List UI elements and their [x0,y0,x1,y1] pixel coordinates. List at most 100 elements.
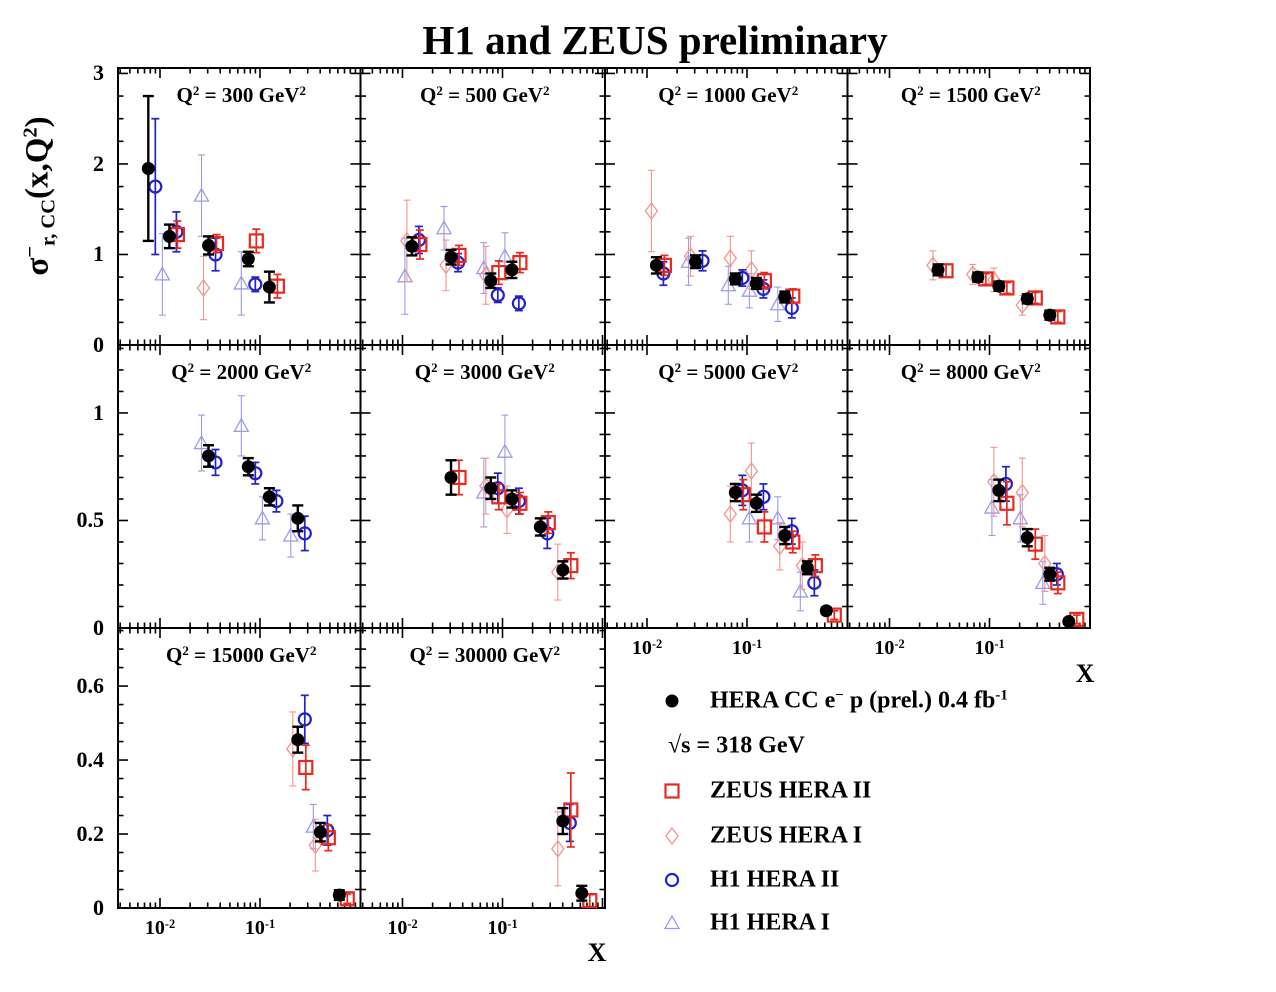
series-hera-q2-500 [405,236,519,290]
data-point [405,239,419,253]
x-axis-label: X [1075,659,1095,688]
data-point [435,219,453,235]
data-point [1062,615,1076,629]
data-point [744,461,759,481]
series-h1_hera_2-q2-1000 [656,250,799,319]
x-tick-label: 10-2 [144,916,176,939]
x-axis-label: X [587,938,607,967]
data-point [484,481,498,495]
data-point [819,604,833,618]
data-point [778,290,792,304]
data-point [1012,509,1029,525]
legend-item-label: HERA CC e− p (prel.) 0.4 fb-1 [710,687,1008,714]
data-point [305,818,322,833]
data-point [444,250,458,264]
panel-label-q2-2000: Q2 = 2000 GeV2 [171,360,312,384]
data-point [505,492,519,506]
open-triangle-icon [663,914,681,930]
x-tick-label: 10-1 [731,636,763,659]
data-point [983,499,1001,514]
data-point [723,504,738,524]
data-point [728,486,742,500]
panel-q2-15000 [117,627,362,909]
data-point [444,470,458,484]
series-hera-q2-15000 [291,725,346,902]
data-point [313,825,327,839]
data-point [511,296,526,311]
series-h1_hera_1-q2-3000 [475,414,514,528]
panel-q2-300 [117,67,362,346]
series-zeus_hera_2-q2-30000 [563,772,598,909]
data-point [551,839,565,858]
series-zeus_hera_1-q2-15000 [285,711,323,872]
data-point [291,511,305,525]
y-tick-label: 0.6 [76,673,105,699]
data-point [248,233,264,249]
data-point [741,509,758,525]
data-point [262,280,276,294]
open-square-icon [664,783,680,799]
series-h1_hera_2-q2-2000 [208,448,312,552]
series-zeus_hera_1-q2-300 [196,255,211,321]
data-point [778,529,792,543]
series-hera-q2-1000 [649,254,792,304]
legend-marker-zeus_hera_2 [664,783,680,799]
panel-label-q2-1000: Q2 = 1000 GeV2 [658,83,799,107]
data-point [298,759,314,776]
panel-label-q2-3000: Q2 = 3000 GeV2 [414,360,555,384]
panel-q2-2000 [117,344,362,629]
panel-q2-1000 [604,67,849,346]
series-h1_hera_1-q2-8000 [983,479,1051,605]
x-tick-label: 10-2 [631,636,663,659]
data-point [556,563,570,577]
data-point [193,434,210,450]
series-zeus_hera_1-q2-8000 [987,446,1052,592]
legend-item-label: √s = 318 GeV [668,732,805,759]
data-point [196,278,211,298]
series-h1_hera_1-q2-2000 [193,395,299,558]
legend-item-label: ZEUS HERA I [710,822,863,849]
x-tick-label: 10-1 [974,636,1005,659]
panel-label-q2-15000: Q2 = 15000 GeV2 [166,643,317,667]
legend-marker-h1_hera_1 [663,914,681,930]
legend-item-label: H1 HERA I [710,909,831,936]
y-tick-label: 0.5 [76,507,105,533]
series-h1_hera_1-q2-300 [154,154,250,316]
data-point [533,520,547,534]
data-point [575,886,589,900]
y-tick-label: 3 [93,60,104,86]
data-point [254,509,271,525]
data-point [262,490,276,504]
filled-circle-icon [665,694,679,708]
data-point [297,712,312,727]
legend-marker-h1_hera_2 [664,872,680,888]
series-hera-q2-8000 [992,478,1076,629]
x-tick-label: 10-2 [387,916,418,939]
data-point [728,272,742,286]
data-point [332,888,346,902]
panel-label-q2-30000: Q2 = 30000 GeV2 [409,643,560,667]
series-zeus_hera_2-q2-8000 [999,480,1085,627]
data-point [297,526,312,541]
series-hera-q2-300 [141,94,276,304]
data-point [785,534,801,550]
data-point [1034,574,1051,589]
data-point [154,266,171,281]
y-tick-label: 0 [93,332,104,357]
data-point [749,496,763,510]
y-tick-label: 0.4 [76,747,105,773]
panel-q2-500 [359,67,606,346]
panel-label-q2-5000: Q2 = 5000 GeV2 [658,360,799,384]
data-point [792,583,809,598]
data-point [496,443,514,458]
data-point [971,270,985,284]
panel-q2-8000 [846,344,1091,629]
legend-item-label: ZEUS HERA II [710,777,872,804]
data-point [1027,536,1043,552]
series-hera-q2-30000 [556,806,589,902]
data-point [475,259,492,275]
data-point [1015,483,1030,502]
data-point [496,247,514,263]
